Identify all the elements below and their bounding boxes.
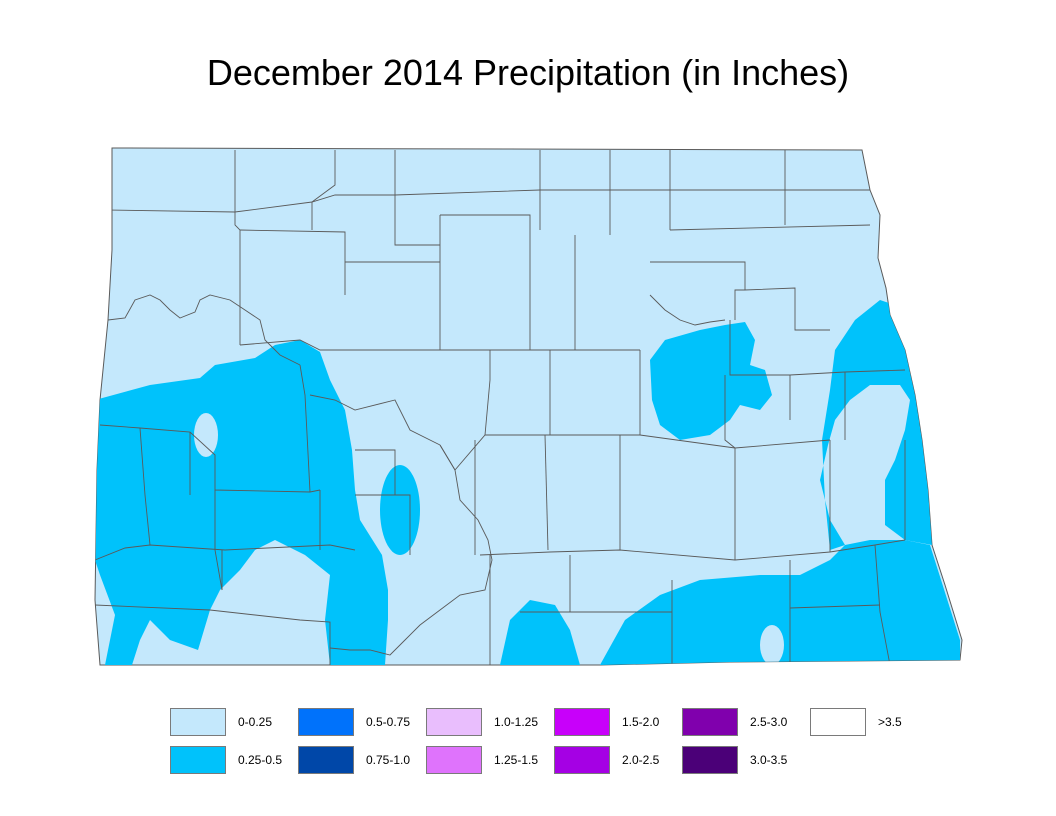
dry-hole-west — [194, 413, 218, 457]
legend-label: 3.0-3.5 — [750, 753, 788, 767]
river-boundaries — [107, 294, 726, 656]
legend-swatch — [554, 746, 610, 774]
legend-swatch — [170, 746, 226, 774]
legend-label: 0.5-0.75 — [366, 715, 411, 729]
legend-swatch — [810, 708, 866, 736]
legend-label: 1.25-1.5 — [494, 753, 539, 767]
legend-label: 1.0-1.25 — [494, 715, 539, 729]
wet-regions — [95, 300, 960, 665]
legend-swatch — [682, 746, 738, 774]
legend-swatch — [682, 708, 738, 736]
legend-label: 0-0.25 — [238, 715, 273, 729]
legend-label: 2.5-3.0 — [750, 715, 788, 729]
legend-label: 1.5-2.0 — [622, 715, 660, 729]
county-boundaries — [95, 150, 906, 665]
wet-region-west — [95, 340, 388, 665]
legend-label: 2.0-2.5 — [622, 753, 660, 767]
legend-swatch — [298, 708, 354, 736]
legend-swatch — [426, 746, 482, 774]
wet-region-northeast-central — [650, 322, 772, 440]
legend-label: >3.5 — [878, 715, 902, 729]
legend-swatch — [298, 746, 354, 774]
map-title: December 2014 Precipitation (in Inches) — [206, 52, 850, 93]
legend-swatch — [170, 708, 226, 736]
legend-swatch — [426, 708, 482, 736]
dry-hole-southeast — [760, 625, 784, 665]
wet-region-southeast — [600, 540, 960, 665]
legend-label: 0.25-0.5 — [238, 753, 283, 767]
legend-swatch — [554, 708, 610, 736]
wet-region-east — [820, 300, 932, 550]
wet-region-south-central — [500, 600, 580, 665]
legend-label: 0.75-1.0 — [366, 753, 411, 767]
wet-region-central-ellipse — [380, 465, 420, 555]
